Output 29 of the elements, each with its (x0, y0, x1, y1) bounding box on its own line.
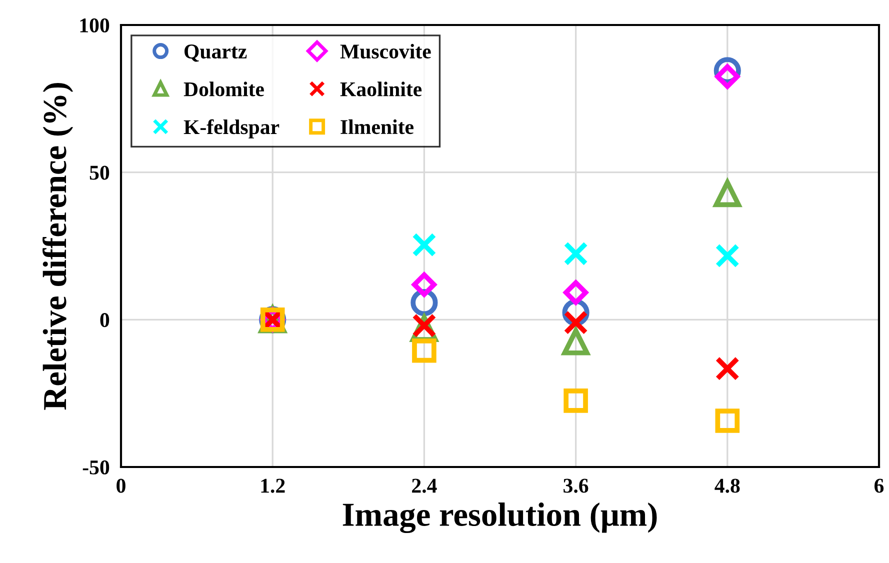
point (412, 272, 436, 297)
point (564, 388, 588, 413)
point (412, 338, 436, 363)
legend-label: Quartz (184, 44, 247, 62)
x-axis-title: Image resolution (μm) (342, 502, 657, 534)
legend-label: Muscovite (340, 44, 431, 59)
x-tick-label: 6 (874, 478, 884, 493)
point (715, 244, 740, 268)
point (715, 64, 740, 89)
point (564, 280, 588, 305)
point (564, 310, 588, 335)
y-tick-label: 100 (80, 18, 110, 32)
x-tick-label: 0 (116, 478, 126, 493)
x-tick-label: 1.2 (261, 478, 285, 493)
point (564, 242, 588, 266)
legend-label: K-feldspar (184, 119, 280, 138)
point (412, 232, 436, 257)
y-tick-label: -50 (82, 460, 110, 474)
y-tick-label: 50 (90, 166, 110, 180)
x-tick-label: 4.8 (714, 478, 740, 493)
y-axis-title: Reletive difference (%) (42, 83, 74, 410)
point (715, 408, 740, 433)
x-tick-label: 3.6 (564, 478, 588, 493)
legend-label: Kaolinite (340, 82, 422, 96)
y-tick-label: 0 (100, 313, 110, 328)
legend-label: Dolomite (184, 82, 264, 96)
point (715, 356, 740, 381)
legend-label: Ilmenite (340, 119, 414, 134)
x-tick-label: 2.4 (412, 478, 437, 493)
